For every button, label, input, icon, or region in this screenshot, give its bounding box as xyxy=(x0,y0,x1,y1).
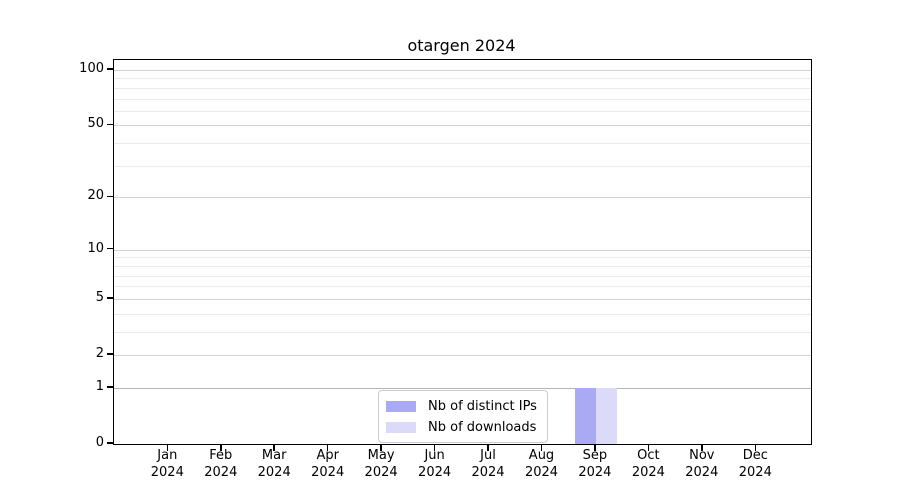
legend-swatch-distinct-ips xyxy=(386,400,416,412)
minor-gridline xyxy=(114,87,811,89)
x-tick-month: Nov xyxy=(689,448,715,463)
x-tick-label: Feb 2024 xyxy=(189,448,253,481)
minor-gridline xyxy=(114,143,811,145)
minor-gridline xyxy=(114,265,811,267)
x-tick xyxy=(754,444,756,451)
major-gridline xyxy=(114,355,811,356)
x-tick xyxy=(594,444,596,451)
major-gridline xyxy=(114,387,811,389)
x-tick-label: Jul 2024 xyxy=(456,448,520,481)
x-tick xyxy=(166,444,169,451)
y-tick-label: 0 xyxy=(95,435,104,450)
x-tick xyxy=(701,444,703,451)
y-tick xyxy=(107,195,113,197)
x-tick-label: Jan 2024 xyxy=(135,448,199,481)
legend-label-distinct-ips: Nb of distinct IPs xyxy=(428,398,537,414)
major-gridline xyxy=(114,249,811,251)
x-tick-label: Nov 2024 xyxy=(670,448,734,481)
major-gridline xyxy=(114,197,811,199)
y-tick xyxy=(107,353,113,355)
x-tick xyxy=(380,444,382,451)
x-tick-label: Mar 2024 xyxy=(242,448,306,481)
y-tick-label: 1 xyxy=(95,378,104,394)
x-tick-month: Aug xyxy=(528,448,555,463)
minor-gridline xyxy=(114,313,811,315)
x-tick-year: 2024 xyxy=(311,464,345,480)
x-tick-month: Dec xyxy=(742,448,768,463)
x-tick-year: 2024 xyxy=(364,464,398,480)
y-tick xyxy=(107,442,113,444)
x-tick-year: 2024 xyxy=(631,464,665,480)
minor-gridline xyxy=(114,110,811,112)
x-tick xyxy=(433,444,436,451)
minor-gridline xyxy=(114,165,811,167)
plot-area: Nb of distinct IPs Nb of downloads xyxy=(113,59,812,445)
y-tick-label: 2 xyxy=(95,346,104,361)
y-tick xyxy=(107,297,113,299)
x-tick-year: 2024 xyxy=(738,464,772,480)
x-tick xyxy=(326,444,329,451)
x-tick-month: Oct xyxy=(637,448,660,463)
x-tick-label: Oct 2024 xyxy=(616,448,680,481)
x-tick-year: 2024 xyxy=(578,464,612,480)
y-tick-label: 100 xyxy=(79,61,104,76)
x-tick-month: Apr xyxy=(316,448,339,463)
x-tick-year: 2024 xyxy=(685,464,719,480)
y-tick-label: 50 xyxy=(87,116,104,132)
x-tick-year: 2024 xyxy=(418,464,452,480)
x-tick xyxy=(647,444,650,451)
x-tick xyxy=(487,444,489,451)
bar-downloads xyxy=(595,387,618,444)
bar-distinct-ips xyxy=(574,387,596,444)
y-tick xyxy=(107,123,113,126)
x-tick-label: Jun 2024 xyxy=(403,448,467,481)
x-tick-year: 2024 xyxy=(524,464,559,480)
x-tick-month: Jul xyxy=(480,448,496,463)
legend: Nb of distinct IPs Nb of downloads xyxy=(378,390,548,443)
x-tick-label: Aug 2024 xyxy=(510,448,574,481)
x-tick-month: Feb xyxy=(209,448,233,463)
y-tick xyxy=(107,247,113,250)
y-tick-label: 20 xyxy=(87,188,104,204)
x-tick xyxy=(220,444,222,451)
y-tick-label: 10 xyxy=(87,240,104,256)
x-tick-label: May 2024 xyxy=(349,448,413,481)
x-tick-month: Mar xyxy=(261,448,287,463)
legend-label-downloads: Nb of downloads xyxy=(428,419,537,435)
y-tick xyxy=(107,68,113,70)
x-tick-year: 2024 xyxy=(150,464,184,480)
legend-item-distinct-ips: Nb of distinct IPs xyxy=(386,398,537,414)
minor-gridline xyxy=(114,78,811,80)
x-tick xyxy=(273,444,275,451)
x-tick-label: Apr 2024 xyxy=(296,448,360,481)
minor-gridline xyxy=(114,286,811,288)
x-tick-month: Jun xyxy=(424,448,445,463)
chart-title: otargen 2024 xyxy=(407,36,516,55)
x-tick-year: 2024 xyxy=(257,464,291,480)
x-tick-month: May xyxy=(367,448,395,463)
legend-swatch-downloads xyxy=(386,421,416,433)
y-tick xyxy=(107,386,113,388)
minor-gridline xyxy=(114,257,811,259)
major-gridline xyxy=(114,125,811,127)
y-tick-label: 5 xyxy=(95,289,104,305)
x-tick xyxy=(540,444,543,451)
x-tick-label: Sep 2024 xyxy=(563,448,627,481)
major-gridline xyxy=(114,70,811,71)
x-tick-year: 2024 xyxy=(471,464,505,480)
major-gridline xyxy=(114,298,811,300)
x-tick-label: Dec 2024 xyxy=(723,448,787,481)
x-tick-month: Sep xyxy=(582,448,608,463)
x-tick-month: Jan xyxy=(157,448,178,463)
x-tick-year: 2024 xyxy=(204,464,238,480)
minor-gridline xyxy=(114,98,811,100)
legend-item-downloads: Nb of downloads xyxy=(386,419,537,435)
minor-gridline xyxy=(114,275,811,277)
minor-gridline xyxy=(114,331,811,333)
